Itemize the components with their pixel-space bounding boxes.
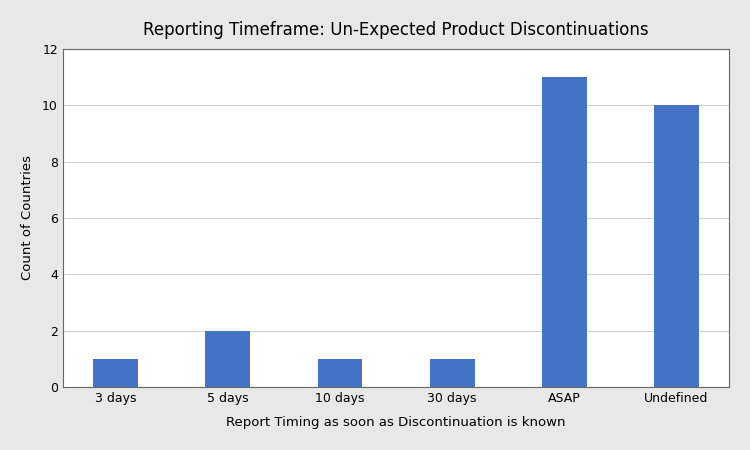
Bar xyxy=(317,359,362,387)
Bar xyxy=(542,77,586,387)
Bar xyxy=(654,105,699,387)
Title: Reporting Timeframe: Un-Expected Product Discontinuations: Reporting Timeframe: Un-Expected Product… xyxy=(143,21,649,39)
Bar xyxy=(206,331,251,387)
X-axis label: Report Timing as soon as Discontinuation is known: Report Timing as soon as Discontinuation… xyxy=(226,416,566,429)
Bar xyxy=(430,359,475,387)
Bar xyxy=(93,359,138,387)
Y-axis label: Count of Countries: Count of Countries xyxy=(21,155,34,280)
